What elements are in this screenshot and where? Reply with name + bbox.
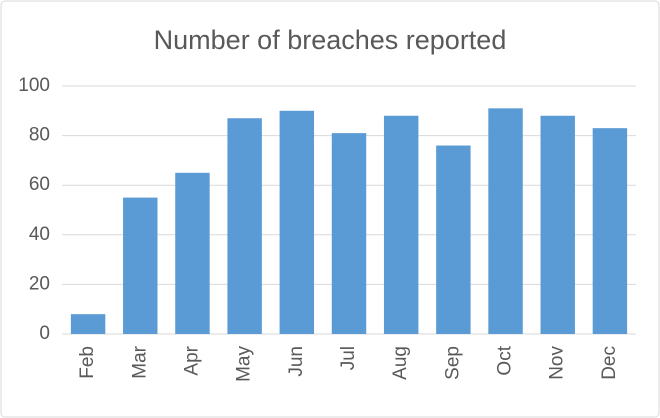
x-tick-label: Sep — [442, 346, 463, 380]
y-tick-label: 40 — [29, 224, 50, 245]
x-tick-label: Jul — [338, 346, 359, 370]
x-tick-label: Dec — [599, 346, 620, 380]
bar — [383, 115, 419, 334]
bar — [175, 172, 210, 334]
bar — [227, 118, 262, 335]
y-tick-label: 0 — [39, 323, 50, 344]
y-tick-label: 80 — [29, 125, 50, 146]
y-tick-label: 60 — [29, 174, 50, 195]
x-tick-label: Apr — [181, 345, 202, 375]
bar — [540, 115, 575, 334]
x-tick-label: Feb — [77, 346, 98, 379]
y-tick-label: 20 — [29, 273, 50, 294]
x-tick-label: Nov — [547, 346, 568, 380]
y-tick-label: 100 — [18, 75, 50, 96]
bar — [592, 128, 628, 334]
bar — [123, 197, 158, 334]
bar — [436, 145, 471, 334]
x-tick-label: Mar — [129, 345, 150, 378]
bar — [488, 108, 523, 334]
chart-title: Number of breaches reported — [154, 25, 507, 55]
x-tick-label: Aug — [390, 346, 411, 380]
x-tick-label: Jun — [286, 346, 307, 377]
x-tick-label: Oct — [495, 345, 516, 375]
bar — [70, 314, 106, 334]
x-tick-label: May — [234, 346, 255, 382]
bar — [279, 110, 315, 334]
bar — [331, 133, 367, 334]
